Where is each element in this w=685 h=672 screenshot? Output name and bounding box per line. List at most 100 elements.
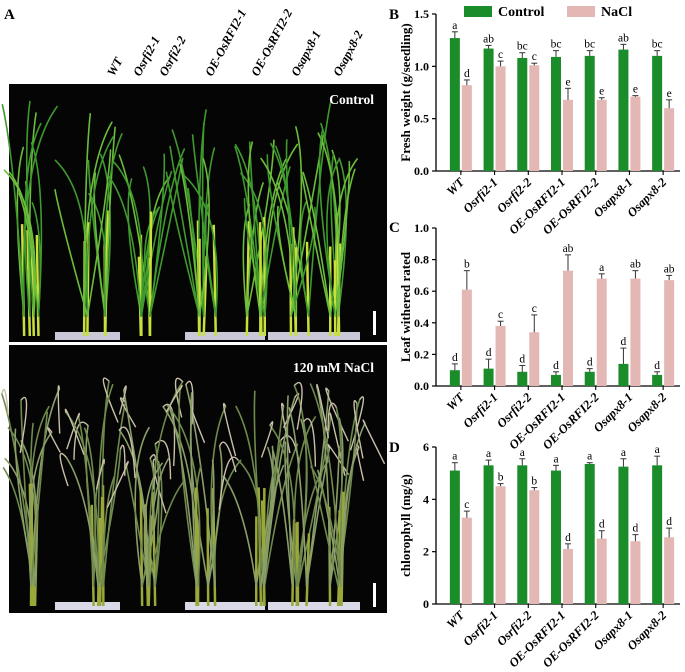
dried-leaf-tip (66, 412, 80, 450)
nacl-scale-bar (373, 583, 376, 607)
leaf (25, 100, 35, 317)
leaf (190, 392, 198, 587)
bar-control (618, 363, 629, 386)
leaf (335, 406, 343, 587)
nacl-plants-illustration (1, 377, 386, 610)
legend-nacl-label: NaCl (601, 5, 632, 20)
y-tick-label: 1.0 (414, 221, 429, 235)
significance-letter: a (452, 451, 457, 463)
leaf (1, 103, 25, 317)
significance-letter: d (654, 360, 660, 372)
leaf (31, 202, 41, 317)
leaf (86, 149, 112, 317)
leaf (235, 405, 262, 587)
bar-control (449, 38, 460, 171)
leaf (143, 207, 160, 317)
panel-letter: D (389, 440, 400, 456)
leaf (245, 139, 275, 317)
significance-letter: e (599, 86, 604, 98)
bar-control (618, 49, 629, 171)
leaf (149, 148, 186, 317)
control-scale-bar (373, 311, 376, 335)
bar-nacl (630, 278, 641, 386)
dried-leaf-tip (154, 439, 172, 480)
stem (262, 488, 266, 607)
y-tick-label: 6 (423, 440, 429, 454)
dried-leaf-tip (218, 441, 237, 473)
bar-control (551, 56, 561, 172)
bar-control (517, 465, 528, 604)
dried-leaf-tip (353, 400, 364, 459)
leaf (167, 404, 198, 587)
leaf (8, 171, 35, 317)
bar-nacl (630, 96, 641, 171)
control-photo-label: Control (329, 92, 374, 107)
leaf (169, 145, 200, 317)
leaf (299, 201, 310, 317)
leaf (295, 460, 329, 587)
pot (185, 332, 265, 340)
genotype-label: Osapx8-2 (330, 28, 366, 78)
y-tick-label: 1.0 (414, 59, 429, 73)
leaf (143, 462, 163, 587)
significance-letter: ab (618, 32, 629, 44)
bar-nacl (596, 99, 607, 171)
significance-letter: bc (517, 41, 528, 53)
y-tick-label: 0.6 (414, 284, 429, 298)
bar-nacl (495, 66, 506, 171)
dried-leaf-tip (118, 426, 136, 479)
leaf (97, 448, 122, 587)
bar-control (584, 371, 595, 386)
leaf (293, 384, 308, 587)
significance-letter: a (587, 451, 592, 463)
bar-nacl (664, 280, 675, 386)
dried-leaf-tip (218, 456, 239, 510)
leaf (340, 422, 366, 587)
bar-nacl (664, 537, 675, 604)
bar-nacl (495, 325, 506, 386)
bar-nacl (596, 278, 607, 386)
leaf (93, 172, 107, 317)
significance-letter: d (666, 516, 672, 528)
leaf (65, 411, 100, 587)
leaf (276, 205, 297, 317)
bar-nacl (563, 549, 573, 604)
leaf (30, 411, 49, 587)
stem (305, 533, 311, 607)
x-tick-label: Osrfi2-1 (460, 390, 500, 430)
dried-leaf-tip (19, 396, 28, 454)
significance-letter: ab (563, 243, 574, 255)
bar-control (483, 48, 494, 171)
dried-leaf-tip (349, 396, 365, 451)
leaf (260, 446, 274, 587)
bar-nacl (664, 108, 675, 171)
significance-letter: ab (483, 33, 494, 45)
significance-letter: d (464, 68, 470, 80)
leaf (54, 159, 88, 317)
dried-leaf-tip (64, 408, 85, 455)
bar-control (618, 466, 629, 604)
pot (55, 602, 120, 610)
significance-letter: c (532, 51, 537, 63)
significance-letter: a (452, 20, 457, 32)
significance-letter: a (520, 447, 525, 459)
significance-letter: c (532, 303, 537, 315)
y-tick-label: 0.0 (414, 164, 429, 178)
significance-letter: e (633, 84, 638, 96)
leaf (154, 461, 163, 587)
significance-letter: c (498, 309, 503, 321)
pot (268, 332, 360, 340)
bar-control (652, 55, 663, 171)
bar-control (517, 371, 528, 386)
leaf (293, 416, 317, 587)
significance-letter: b (498, 472, 504, 484)
leaf (204, 203, 217, 317)
leaf (334, 158, 358, 317)
dried-leaf-tip (59, 452, 69, 487)
leaf (334, 160, 351, 317)
y-tick-label: 0.4 (414, 316, 429, 330)
leaf (207, 459, 215, 587)
significance-letter: ab (664, 263, 675, 275)
